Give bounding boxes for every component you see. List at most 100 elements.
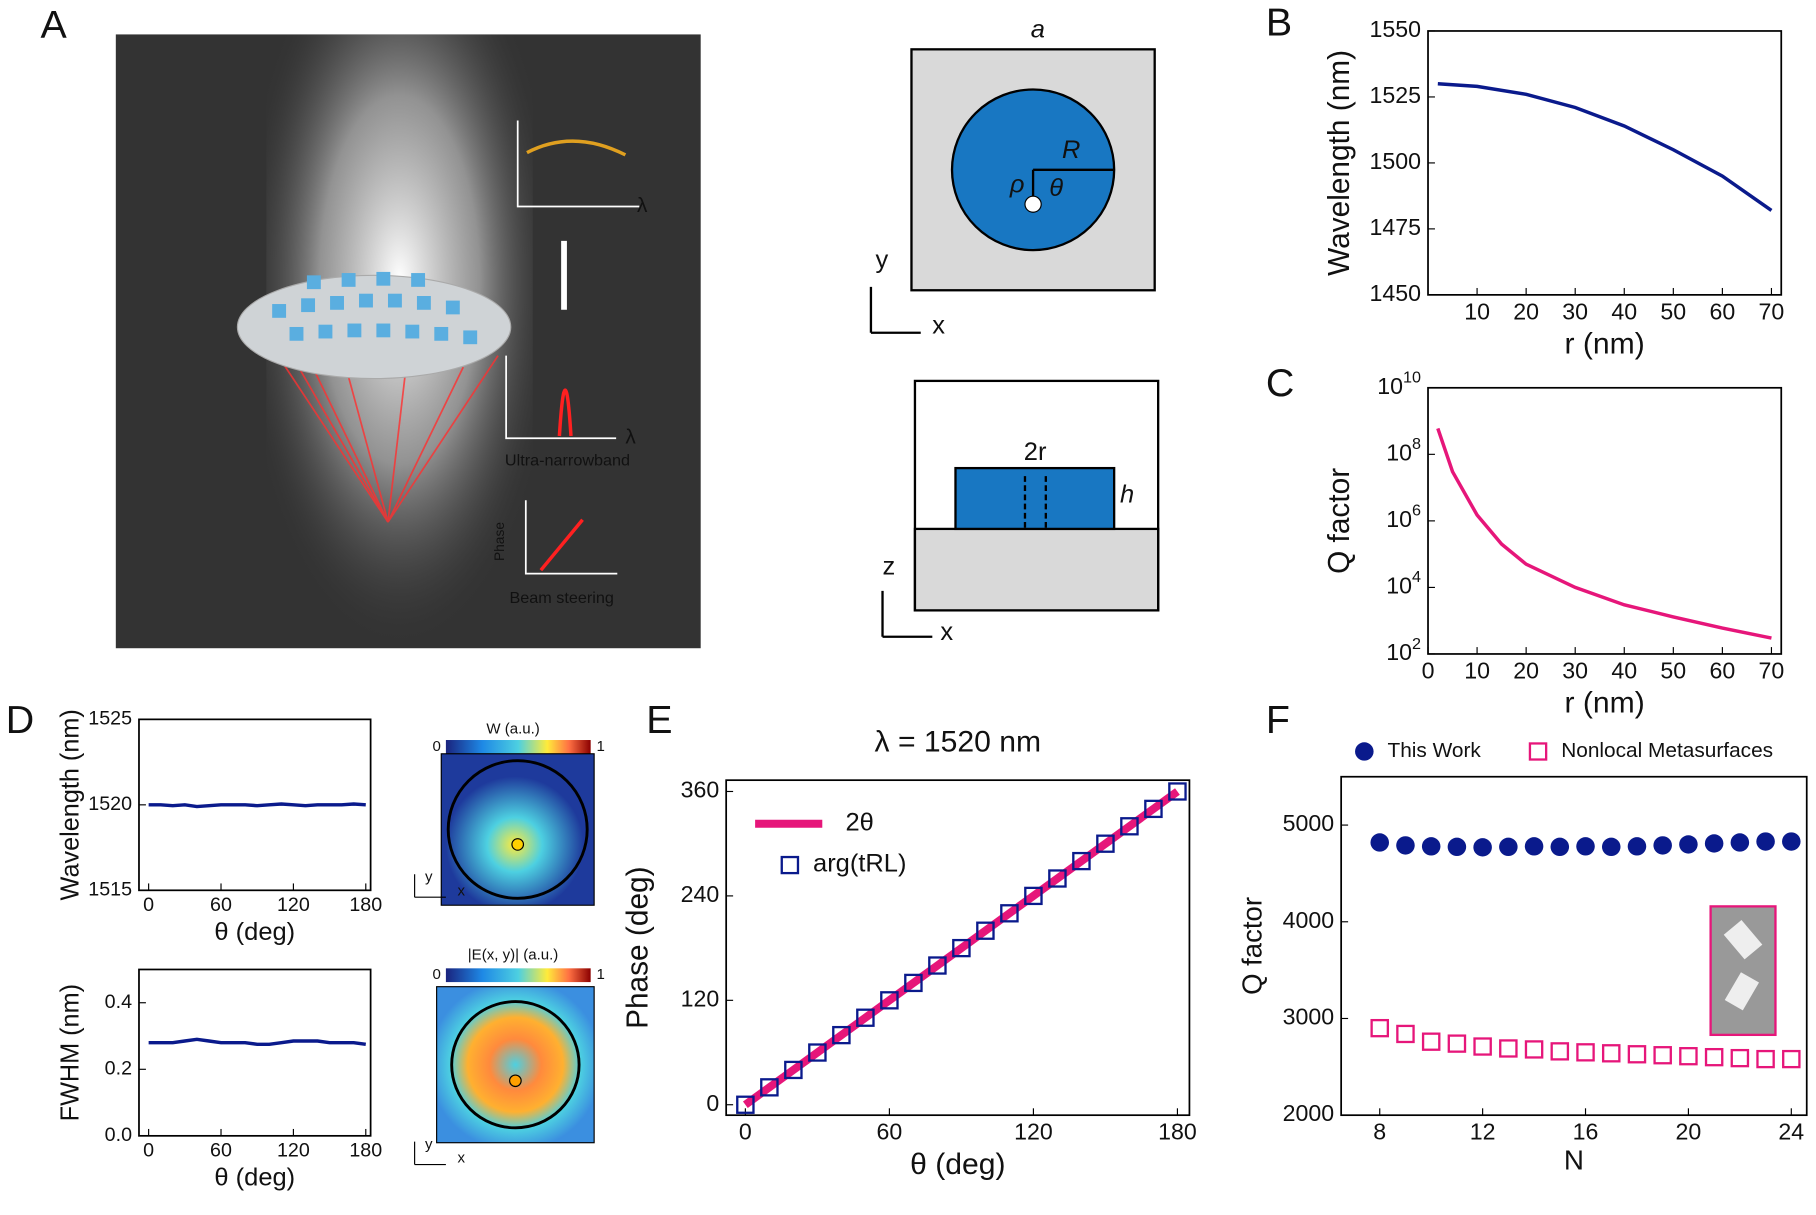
axis-label: λ	[637, 194, 648, 217]
y-tick-label: 5000	[1283, 810, 1335, 836]
x-tick-label: 50	[1660, 298, 1686, 324]
point	[808, 1043, 827, 1062]
point	[1528, 742, 1548, 761]
pillar-side	[954, 466, 1116, 531]
label: x	[457, 882, 465, 899]
x-tick-label: 60	[1710, 657, 1736, 683]
y-tick-label: 104	[1386, 569, 1421, 599]
point	[1168, 782, 1187, 801]
colorbar-title: |E(x, y)| (a.u.)	[468, 947, 559, 964]
point	[832, 1025, 851, 1045]
point	[1421, 837, 1441, 856]
y-tick-label: 0.2	[105, 1058, 132, 1080]
x-tick-label: 0	[143, 1140, 154, 1162]
y-tick-label: 240	[681, 881, 720, 907]
point	[1627, 1045, 1647, 1064]
label: θ	[1049, 174, 1063, 202]
f-inset	[1709, 905, 1777, 1037]
chart: 0 60 120 180 1515 1520 1525 θ (deg) Wavelength (…	[56, 708, 382, 946]
point	[1756, 832, 1775, 851]
y-tick-label: 1515	[88, 879, 132, 901]
x-tick-label: 120	[1014, 1119, 1053, 1145]
point	[976, 921, 995, 940]
illustration: λ λ Ultra-narrowband Phase Beam steering	[115, 34, 701, 649]
y-tick-label: 106	[1386, 502, 1421, 532]
point	[1782, 1049, 1801, 1069]
point	[780, 855, 800, 875]
point	[1120, 817, 1139, 836]
x-tick-label: 60	[210, 1140, 232, 1162]
x-tick-label: 180	[349, 1140, 382, 1162]
schematic: a R ρ θ y x 2r h z x	[869, 16, 1160, 646]
chart: 0 60 120 180 0.0 0.2 0.4 θ (deg) FWHM (nm)	[56, 968, 382, 1191]
y-tick-label: 1550	[1370, 16, 1422, 42]
axis-label: λ	[625, 426, 636, 449]
colorbar-label: 1	[596, 966, 604, 983]
caption: Ultra-narrowband	[505, 452, 630, 470]
hole	[511, 838, 525, 851]
point	[1421, 1032, 1441, 1051]
x-tick-label: 60	[877, 1119, 903, 1145]
y-tick-label: 2000	[1283, 1100, 1335, 1126]
y-tick-label: 108	[1386, 435, 1421, 465]
point	[760, 1078, 779, 1097]
y-tick-label: 1500	[1370, 148, 1422, 174]
y-tick-label: 0	[706, 1090, 719, 1116]
caption: Phase	[491, 522, 507, 561]
x-tick-label: 10	[1464, 657, 1490, 683]
x-tick-label: 70	[1759, 657, 1785, 683]
label: x	[457, 1150, 465, 1167]
x-tick-label: 0	[1422, 657, 1435, 683]
point	[1370, 833, 1390, 852]
point	[1370, 1018, 1390, 1038]
map	[440, 753, 595, 906]
colorbar	[445, 968, 591, 983]
label: 2r	[1024, 438, 1047, 466]
legend-label: This Work	[1387, 739, 1481, 762]
outline	[450, 1000, 581, 1130]
axes-arrows	[414, 1141, 446, 1166]
x-tick-label: 120	[277, 894, 310, 916]
x-tick-label: 30	[1562, 298, 1588, 324]
point	[1447, 1034, 1467, 1053]
x-tick-label: 60	[1710, 298, 1736, 324]
point	[1576, 837, 1595, 856]
point	[1704, 1047, 1724, 1067]
insets	[505, 120, 640, 575]
x-tick-label: 16	[1573, 1119, 1599, 1145]
hole	[1024, 195, 1042, 213]
point	[1473, 1037, 1492, 1056]
x-tick-label: 60	[210, 894, 232, 916]
plot-frame	[725, 779, 1191, 1117]
x-tick-label: 120	[277, 1140, 310, 1162]
point	[1396, 836, 1415, 855]
label: y	[425, 869, 433, 886]
colorbar	[445, 740, 591, 754]
point	[1550, 837, 1570, 857]
x-tick-label: 40	[1611, 657, 1637, 683]
panel-label: F	[1266, 699, 1290, 742]
y-tick-label: 1525	[88, 708, 132, 730]
point	[1730, 833, 1750, 852]
point	[1144, 799, 1163, 819]
point	[952, 938, 971, 958]
point	[1679, 1047, 1698, 1066]
point	[1048, 869, 1067, 888]
y-tick-label: 1475	[1370, 214, 1422, 240]
point	[1096, 834, 1115, 853]
colorbar-label: 1	[596, 738, 604, 755]
y-tick-label: 102	[1386, 635, 1421, 665]
y-tick-label: 4000	[1283, 907, 1335, 933]
y-axis-label: Wavelength (nm)	[56, 709, 84, 900]
point	[1601, 1044, 1621, 1063]
y-tick-label: 1525	[1370, 82, 1422, 108]
x-tick-label: 20	[1676, 1119, 1702, 1145]
x-tick-label: 30	[1562, 657, 1588, 683]
panel-label: A	[41, 4, 68, 47]
x-axis-label: r (nm)	[1564, 328, 1644, 361]
chart: 10 20 30 40 50 60 70 1450 1475 1500 1525 1550 r (nm)…	[1323, 16, 1784, 360]
x-axis-label: r (nm)	[1564, 687, 1644, 720]
legend-label: arg(tRL)	[813, 850, 906, 878]
label: y	[876, 246, 889, 274]
x-tick-label: 20	[1513, 298, 1539, 324]
